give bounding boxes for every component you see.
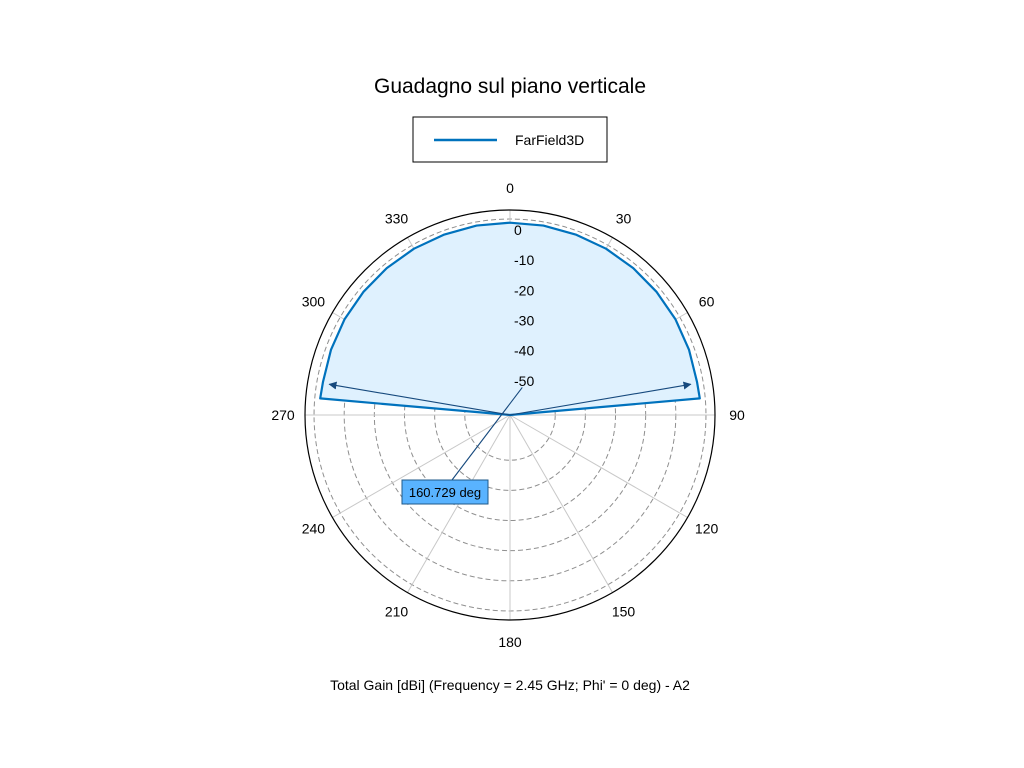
angle-tick-label: 270 [271,407,295,423]
beamwidth-arrow [328,381,511,416]
angular-grid-line [332,414,511,518]
legend-label-farfield3d: FarField3D [515,132,584,148]
plot-boundary [304,209,716,621]
pattern-series [304,209,716,621]
angle-tick-label: 210 [385,604,409,620]
radial-tick-label: -40 [514,343,534,359]
angle-tick-label: 180 [498,634,522,650]
angular-grid-line [509,414,613,593]
angle-tick-label: 330 [385,210,409,226]
beamwidth-arrow [509,381,692,416]
beamwidth-annotation: 160.729 deg [328,381,692,505]
chart-caption: Total Gain [dBi] (Frequency = 2.45 GHz; … [330,677,690,693]
angle-tick-label: 30 [616,210,632,226]
chart-title: Guadagno sul piano verticale [374,75,646,98]
legend: FarField3D [412,116,608,163]
angle-tick-label: 0 [506,180,514,196]
pattern-fill [320,222,700,415]
polar-axis-labels: 0 30 60 90 120 150 180 210 240 270 300 330 0 -10 -20 -3… [271,180,745,650]
radial-tick-label: 0 [514,222,522,238]
radial-tick-label: -10 [514,252,534,268]
angle-tick-label: 90 [729,407,745,423]
radial-tick-label: -20 [514,282,534,298]
angle-tick-label: 300 [302,294,326,310]
angle-tick-label: 120 [695,521,719,537]
angular-grid-line [509,414,688,518]
radial-tick-label: -50 [514,373,534,389]
radial-tick-label: -30 [514,313,534,329]
pattern-area [320,222,700,415]
series-line-farfield3d [319,221,701,417]
beamwidth-label-box [401,479,489,505]
beamwidth-leader-line [451,387,523,481]
beamwidth-label: 160.729 deg [409,485,481,500]
angle-tick-label: 60 [699,294,715,310]
angle-tick-label: 150 [612,604,636,620]
angle-tick-label: 240 [302,521,326,537]
